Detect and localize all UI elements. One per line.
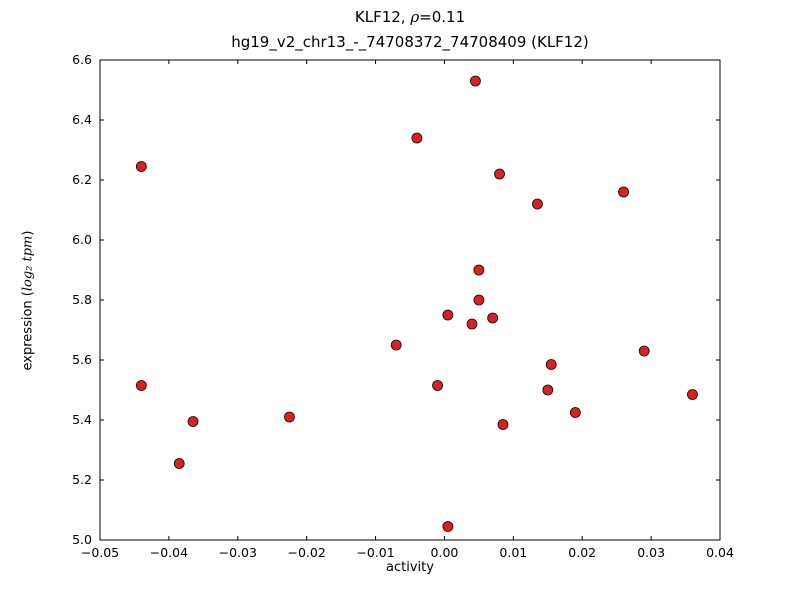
title-rho-value: =0.11 [419,8,466,26]
data-point [173,458,185,469]
chart-title-line2: hg19_v2_chr13_-_74708372_74708409 (KLF12… [231,33,589,51]
y-tick-label: 5.6 [72,352,92,367]
x-tick-label: −0.04 [150,545,188,560]
y-tick-label: 6.2 [72,172,92,187]
data-point [442,309,454,321]
data-point [411,132,423,144]
data-point [545,359,557,370]
x-tick-label: −0.01 [356,545,394,560]
data-point [473,294,485,306]
data-point [497,419,509,430]
data-point [135,380,147,391]
y-axis-label: expression (log₂ tpm) [21,21,36,581]
x-tick-label: −0.02 [288,545,326,560]
data-point [618,186,629,198]
y-tick-label: 6.4 [72,112,92,127]
x-tick-label: −0.05 [81,545,119,560]
data-point [442,521,454,532]
axes-frame [99,59,721,541]
y-tick-label: 5.0 [72,532,92,547]
y-tick-label: 5.8 [72,292,92,307]
data-point [390,339,402,351]
y-label-prefix: expression ( [20,291,36,371]
data-point [466,318,478,330]
y-label-math: log₂ tpm [20,235,36,292]
y-tick-label: 5.2 [72,472,92,487]
data-point [542,384,554,396]
y-tick-label: 6.0 [72,232,92,247]
x-axis-label: activity [386,560,434,575]
data-point [187,416,199,427]
title-rho-symbol: ρ [410,8,420,26]
title-gene: KLF12, [354,8,411,26]
x-tick-label: 0.03 [637,545,665,560]
data-point [687,389,698,400]
data-point [494,168,505,180]
x-tick-label: −0.03 [219,545,257,560]
data-point [638,345,650,357]
data-point [284,411,295,423]
data-point [432,380,443,391]
x-tick-label: 0.02 [568,545,596,560]
y-tick-label: 5.4 [72,412,92,427]
data-point [569,407,581,418]
data-point [473,264,485,276]
x-tick-label: 0.00 [431,545,459,560]
data-point [135,161,147,172]
data-point [532,198,543,210]
y-tick-label: 6.6 [72,52,92,67]
data-point [487,312,499,324]
data-point [470,75,481,87]
x-tick-label: 0.01 [499,545,527,560]
chart-title-line1: KLF12, ρ=0.11 [100,8,720,26]
y-label-suffix: ) [20,230,36,236]
x-tick-label: 0.04 [706,545,734,560]
